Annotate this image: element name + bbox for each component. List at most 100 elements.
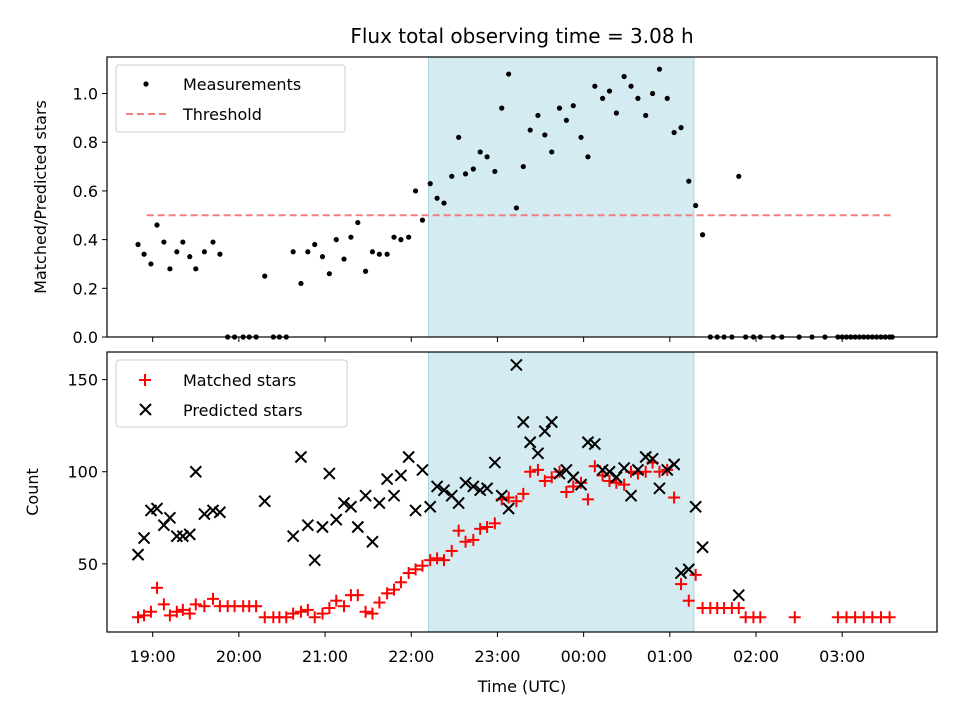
predicted-star-point [301,518,315,532]
matched-star-point [424,554,437,567]
measurement-point [141,251,147,257]
matched-star-point [510,495,523,508]
measurement-point [520,163,526,170]
predicted-star-point [538,425,552,438]
count-x-tick-label: 02:00 [733,647,779,666]
matched-star-point [150,581,163,594]
predicted-star-point [308,553,321,567]
matched-star-point [280,611,293,624]
count-x-tick-label: 00:00 [561,647,607,666]
matched-star-point [788,611,801,624]
predicted-star-point [183,528,196,541]
predicted-star-point [380,472,394,486]
measurement-point [398,237,404,243]
matched-star-point [330,594,343,607]
predicted-star-point [674,566,688,580]
measurement-point [693,202,699,209]
predicted-star-point [574,478,588,491]
matched-star-point [416,559,429,572]
matched-star-point [668,491,681,504]
matched-star-point [338,600,351,613]
measurement-point [678,125,684,131]
legend-measurements-marker [143,81,149,87]
matched-star-point [157,598,170,611]
measurement-point [434,195,440,201]
count-legend: Matched stars Predicted stars [115,359,348,428]
predicted-star-point [323,467,336,480]
matched-star-point [183,607,196,620]
measurement-point [671,129,677,136]
predicted-star-point [366,535,379,548]
matched-star-point [581,493,594,506]
measurement-point [549,149,555,155]
matched-star-point [287,607,300,620]
predicted-star-point [653,482,666,495]
matched-star-point [467,533,480,546]
measurement-point [649,90,656,97]
matched-star-point [682,594,695,607]
measurement-point [412,188,419,194]
measurement-point [406,234,412,240]
legend-predicted-marker [139,403,152,416]
measurement-point [628,83,634,89]
measurement-point [686,178,692,184]
predicted-star-point [416,463,429,477]
matched-star-point [567,480,580,493]
legend-measurements-label: Measurements [183,75,301,94]
predicted-star-point [667,458,681,471]
predicted-star-point [588,437,602,451]
measurement-point [180,239,186,245]
measurement-point [456,134,462,140]
matched-star-point [610,476,623,489]
measurement-point [376,251,382,257]
measurement-point [513,205,519,211]
predicted-star-point [294,450,308,464]
measurement-point [578,134,584,140]
matched-star-point [170,605,183,618]
matched-star-point [250,600,263,613]
ratio-panel: 0.0 0.2 0.4 0.6 0.8 1.0 Flux total observing … [31,24,938,347]
measurement-point [217,251,223,257]
measurement-point [470,166,476,172]
predicted-star-point [131,548,145,561]
measurement-point [210,239,216,245]
predicted-star-point [452,496,465,510]
matched-star-point [394,576,407,589]
predicted-star-point [351,520,365,534]
matched-star-point [359,605,372,618]
legend-threshold-label: Threshold [182,105,262,124]
predicted-star-point [488,456,502,469]
matched-star-point [308,611,321,624]
count-panel: 50 100 150 19:00 20:00 21:00 22:00 23:00 00:00 0… [23,351,938,696]
count-x-axis-label: Time (UTC) [477,677,566,696]
ratio-y-tick-label: 0.0 [73,328,98,347]
count-x-tick-label: 19:00 [130,647,176,666]
matched-star-point [437,554,450,567]
predicted-star-point [163,511,177,524]
measurement-point [326,271,332,277]
measurement-point [427,181,433,187]
matched-star-point [517,487,530,500]
predicted-star-point [359,489,372,502]
matched-star-point [207,592,220,605]
measurement-point [449,173,455,179]
matched-star-point [163,609,176,622]
measurement-point [592,83,598,89]
matched-star-point [176,603,189,616]
measurement-point [542,132,548,138]
count-x-tick-label: 21:00 [302,647,348,666]
predicted-star-point [437,483,451,497]
legend-matched-label: Matched stars [183,371,296,390]
count-x-tick-label: 01:00 [647,647,693,666]
ratio-legend-box [115,64,346,133]
measurement-point [585,154,591,160]
measurement-point [193,266,199,272]
matched-star-point [198,600,211,613]
measurement-point [613,110,619,116]
measurement-point [319,254,326,260]
predicted-star-point [394,469,408,482]
predicted-star-point [689,500,702,513]
matched-star-point [575,476,588,489]
matched-star-point [560,486,573,498]
